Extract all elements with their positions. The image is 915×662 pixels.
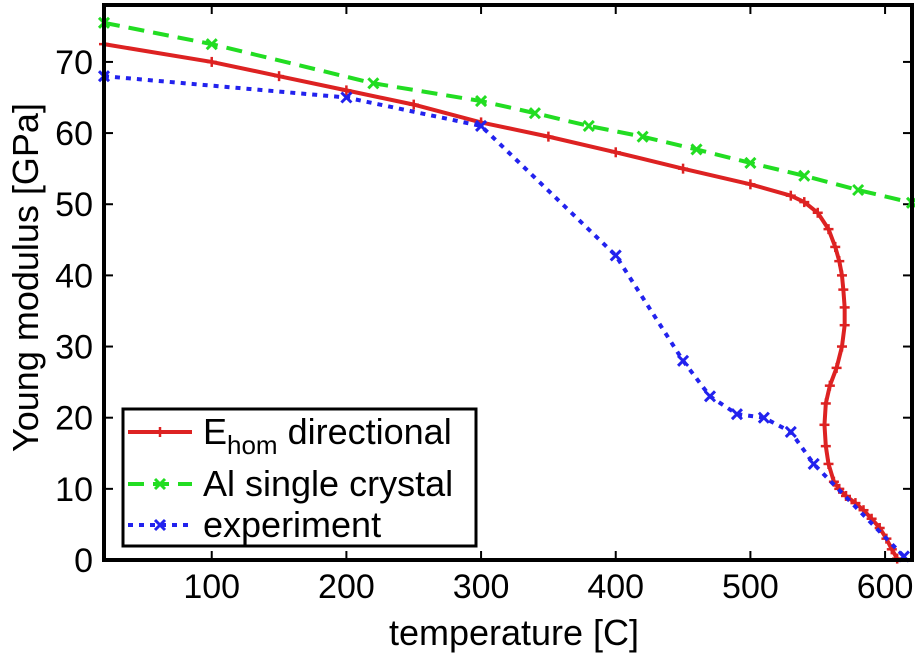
data-point xyxy=(836,270,847,281)
data-point xyxy=(807,457,820,471)
x-tick-label: 600 xyxy=(857,568,914,606)
y-tick-label: 10 xyxy=(55,471,93,509)
data-point xyxy=(367,77,380,90)
plot-frame xyxy=(102,3,914,562)
x-tick-label: 500 xyxy=(722,568,779,606)
data-point xyxy=(798,169,811,182)
legend-label: experiment xyxy=(203,504,381,545)
data-point xyxy=(475,94,488,108)
legend-label: Ehom directional xyxy=(203,411,452,460)
data-point xyxy=(820,441,831,452)
data-point xyxy=(408,99,419,110)
y-tick-label: 70 xyxy=(55,44,93,82)
data-point xyxy=(744,156,757,170)
x-tick-label: 300 xyxy=(453,568,510,606)
data-point xyxy=(636,130,649,143)
y-tick-label: 50 xyxy=(55,186,93,224)
data-point xyxy=(839,320,850,331)
data-point xyxy=(819,419,830,430)
x-tick-label: 200 xyxy=(318,568,375,606)
series-1 xyxy=(97,16,915,209)
data-point xyxy=(677,354,690,367)
y-tick-label: 20 xyxy=(55,400,93,438)
x-axis-title: temperature [C] xyxy=(389,612,639,653)
y-tick-label: 30 xyxy=(55,329,93,367)
data-point xyxy=(757,411,770,424)
x-tick-label: 400 xyxy=(587,568,644,606)
data-point xyxy=(475,119,488,133)
data-point xyxy=(582,119,595,133)
data-point xyxy=(703,390,717,403)
data-point xyxy=(823,458,834,469)
tick-labels: 100 200 300 400 500 600 0 10 20 30 40 50 60 70 xyxy=(55,44,913,606)
data-point xyxy=(831,362,842,373)
data-point xyxy=(785,190,796,201)
y-tick-label: 60 xyxy=(55,115,93,153)
data-point xyxy=(690,143,703,156)
y-axis-title: Young modulus [GPa] xyxy=(5,103,46,452)
data-point xyxy=(730,408,743,421)
data-point xyxy=(799,197,810,208)
legend-marker xyxy=(153,477,167,491)
data-point xyxy=(834,256,845,267)
data-point xyxy=(812,207,823,218)
legend-marker xyxy=(155,427,165,437)
legend-marker xyxy=(153,518,167,532)
legend-label: Al single crystal xyxy=(203,463,453,504)
data-point xyxy=(340,91,353,104)
data-point xyxy=(609,249,622,262)
y-tick-label: 40 xyxy=(55,257,93,295)
data-point xyxy=(820,398,831,409)
data-point xyxy=(823,224,834,235)
data-point xyxy=(543,131,554,142)
data-point xyxy=(830,241,841,252)
data-point xyxy=(274,71,285,82)
data-point xyxy=(745,179,756,190)
data-point xyxy=(205,38,218,51)
data-point xyxy=(341,85,352,96)
data-point xyxy=(784,425,797,438)
series-line xyxy=(103,20,913,205)
data-point xyxy=(852,183,865,197)
data-point xyxy=(206,56,217,67)
data-point xyxy=(678,163,689,174)
data-point xyxy=(838,284,849,295)
data-point xyxy=(610,147,621,158)
data-point xyxy=(839,302,850,313)
data-point xyxy=(836,341,847,352)
data-point xyxy=(824,380,835,391)
x-tick-label: 100 xyxy=(183,568,240,606)
data-point xyxy=(528,107,541,120)
y-tick-label: 0 xyxy=(74,542,93,580)
